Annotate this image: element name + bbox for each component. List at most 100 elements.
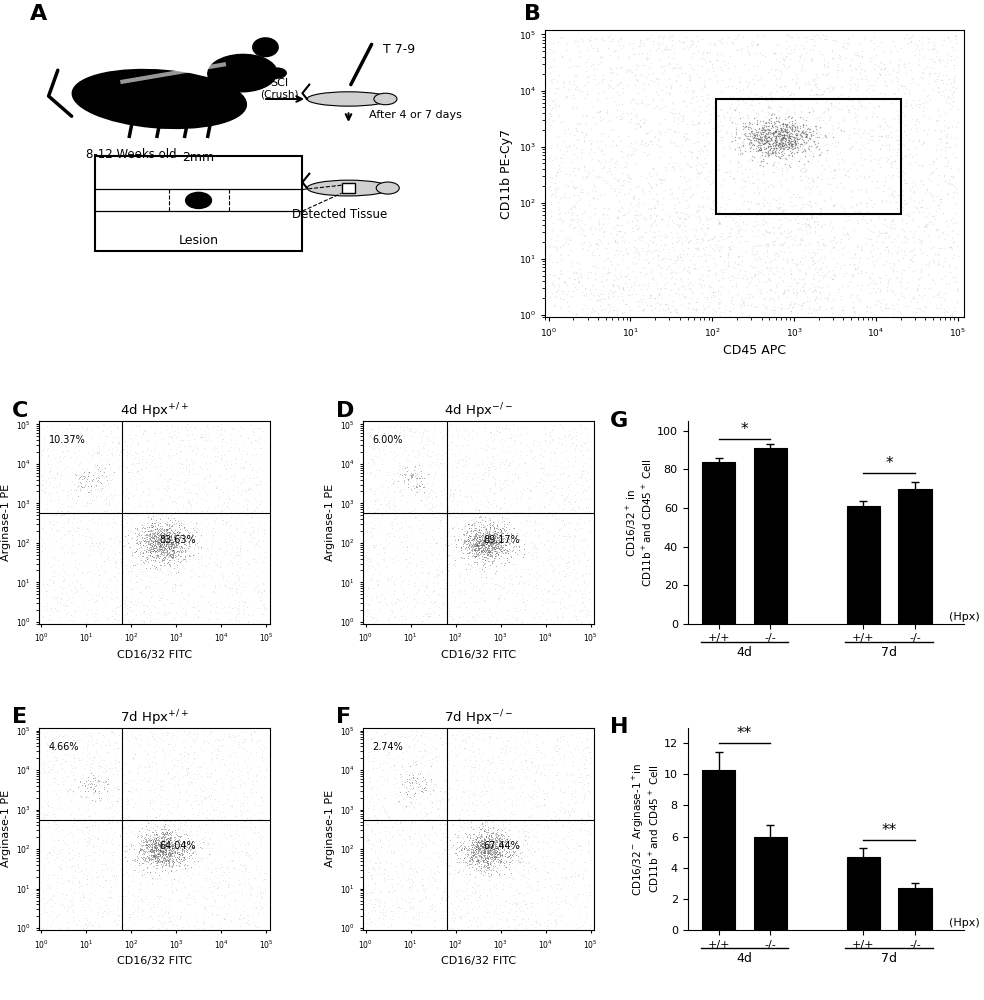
Point [485, 469, 501, 485]
Point [232, 837, 248, 853]
Point [930, 112, 946, 128]
Point [442, 781, 458, 797]
Point [779, 161, 795, 177]
Point [739, 130, 755, 146]
Point [184, 800, 200, 816]
Point [869, 292, 885, 308]
Point [734, 40, 750, 56]
Point [579, 483, 594, 499]
Point [636, 260, 651, 276]
Point [461, 537, 477, 553]
Point [473, 844, 489, 860]
Point [580, 602, 595, 618]
Point [772, 269, 788, 285]
Point [389, 479, 404, 495]
Point [515, 613, 530, 629]
Point [452, 569, 467, 585]
Point [369, 892, 385, 908]
Point [358, 877, 374, 893]
Point [45, 758, 61, 774]
Point [252, 440, 268, 456]
Point [84, 885, 99, 901]
Point [51, 727, 67, 743]
Point [495, 520, 511, 536]
Point [236, 803, 252, 819]
Point [94, 905, 110, 921]
Point [479, 808, 495, 824]
Point [476, 909, 492, 925]
Point [503, 846, 519, 862]
Point [145, 497, 160, 513]
Point [716, 171, 732, 187]
Point [147, 525, 162, 541]
Point [528, 544, 544, 560]
Point [489, 843, 505, 859]
Point [620, 146, 636, 162]
Point [183, 876, 199, 892]
Point [89, 458, 104, 474]
Point [85, 817, 100, 833]
Point [508, 908, 523, 924]
Point [92, 535, 107, 551]
Point [784, 252, 800, 268]
Point [150, 853, 165, 869]
Point [100, 789, 116, 805]
Point [430, 607, 446, 623]
Point [749, 128, 765, 144]
Point [624, 181, 640, 197]
Point [161, 556, 177, 572]
Point [526, 505, 542, 521]
Point [390, 571, 405, 587]
Point [644, 262, 659, 278]
Point [690, 202, 706, 218]
Point [133, 842, 149, 858]
Point [486, 526, 502, 542]
Point [435, 540, 451, 556]
Text: 2.74%: 2.74% [373, 742, 403, 752]
Point [35, 576, 51, 592]
Point [497, 834, 513, 850]
Point [524, 881, 540, 897]
Point [417, 577, 433, 593]
Point [825, 232, 840, 248]
Point [367, 496, 383, 512]
Point [125, 784, 141, 800]
Point [480, 804, 496, 820]
Point [203, 898, 218, 914]
Point [465, 837, 481, 853]
Point [569, 916, 584, 932]
Point [464, 511, 480, 527]
Point [886, 85, 901, 101]
Point [714, 101, 730, 117]
Point [470, 537, 486, 553]
Point [195, 889, 211, 905]
Point [154, 837, 170, 853]
Point [363, 896, 379, 912]
Point [712, 102, 728, 118]
Point [437, 825, 453, 841]
Point [379, 855, 395, 871]
Point [369, 546, 385, 562]
Y-axis label: Arginase-1 PE: Arginase-1 PE [325, 790, 335, 867]
Point [197, 905, 213, 921]
Point [39, 783, 55, 799]
Point [228, 825, 244, 841]
Point [524, 609, 540, 625]
Point [451, 528, 466, 544]
Point [807, 195, 823, 211]
Point [49, 433, 65, 449]
Point [166, 515, 182, 531]
Point [45, 761, 61, 777]
Point [613, 243, 629, 259]
Point [548, 167, 564, 183]
Point [877, 173, 892, 189]
Point [406, 599, 422, 615]
Point [735, 81, 751, 97]
Point [471, 547, 487, 563]
Point [467, 831, 483, 847]
Point [690, 125, 706, 141]
Bar [754, 837, 787, 930]
Point [459, 488, 474, 504]
Point [193, 428, 209, 444]
Point [784, 126, 800, 142]
